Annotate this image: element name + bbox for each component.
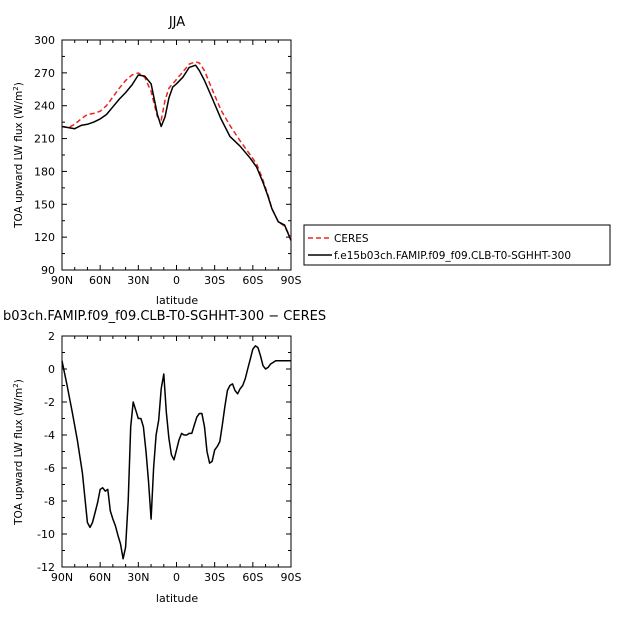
bottom-x-tick-label: 90N: [51, 571, 73, 584]
top-chart-ylabel: TOA upward LW flux (W/m2): [12, 82, 25, 229]
top-x-tick-label: 60S: [242, 274, 263, 287]
top-x-tick-label: 60N: [89, 274, 111, 287]
top-x-tick-label: 30S: [204, 274, 225, 287]
top-y-tick-label: 150: [34, 198, 55, 211]
top-y-tick-label: 120: [34, 231, 55, 244]
bottom-chart-title: b03ch.FAMIP.f09_f09.CLB-T0-SGHHT-300 − C…: [3, 309, 326, 324]
bottom-x-tick-label: 0: [173, 571, 180, 584]
top-x-tick-label: 0: [173, 274, 180, 287]
bottom-chart-ticks: 90N 60N 30N 0 30S 60S 90S -12 -10 -8 -6 -4 -2 0 2: [37, 330, 301, 584]
bottom-y-tick-label: -10: [37, 528, 55, 541]
bottom-x-tick-label: 30S: [204, 571, 225, 584]
top-y-tick-label: 210: [34, 133, 55, 146]
bottom-y-tick-label: -12: [37, 561, 55, 574]
legend-label-model: f.e15b03ch.FAMIP.f09_f09.CLB-T0-SGHHT-30…: [334, 250, 571, 262]
bottom-chart: b03ch.FAMIP.f09_f09.CLB-T0-SGHHT-300 − C…: [3, 309, 326, 605]
legend-label-ceres: CERES: [334, 233, 369, 245]
top-y-tick-label: 90: [41, 264, 55, 277]
bottom-y-tick-label: -4: [44, 429, 55, 442]
bottom-chart-ylabel: TOA upward LW flux (W/m2): [12, 379, 25, 526]
top-x-tick-label: 90S: [281, 274, 302, 287]
bottom-y-tick-label: 2: [48, 330, 55, 343]
top-x-tick-label: 30N: [127, 274, 149, 287]
legend-box: [303, 224, 611, 266]
bottom-x-tick-label: 30N: [127, 571, 149, 584]
top-y-tick-label: 270: [34, 67, 55, 80]
top-x-tick-label: 90N: [51, 274, 73, 287]
bottom-plot-frame: [61, 335, 292, 568]
bottom-y-tick-label: 0: [48, 363, 55, 376]
top-chart: JJA 90N 60N 30N 0 30S 60S 90S 90 120 150 180 210 240…: [12, 15, 302, 307]
top-chart-ticks: 90N 60N 30N 0 30S 60S 90S 90 120 150 180 210 240 270 3…: [34, 34, 302, 287]
bottom-x-tick-label: 60N: [89, 571, 111, 584]
top-y-tick-label: 240: [34, 100, 55, 113]
top-y-tick-label: 300: [34, 34, 55, 47]
top-chart-xlabel: latitude: [156, 294, 198, 307]
bottom-chart-xlabel: latitude: [156, 592, 198, 605]
top-series-line-1: [61, 64, 292, 241]
bottom-y-tick-label: -6: [44, 462, 55, 475]
top-y-tick-label: 180: [34, 165, 55, 178]
bottom-y-tick-label: -8: [44, 495, 55, 508]
bottom-x-tick-label: 90S: [281, 571, 302, 584]
bottom-y-tick-label: -2: [44, 396, 55, 409]
legend: CERES f.e15b03ch.FAMIP.f09_f09.CLB-T0-SG…: [303, 224, 611, 266]
top-chart-title: JJA: [168, 15, 185, 30]
bottom-series-line-0: [61, 345, 291, 560]
top-plot-frame: [61, 39, 292, 271]
bottom-chart-series: [61, 345, 291, 560]
top-chart-series: [61, 61, 292, 241]
bottom-x-tick-label: 60S: [242, 571, 263, 584]
top-series-line-0: [61, 61, 292, 239]
